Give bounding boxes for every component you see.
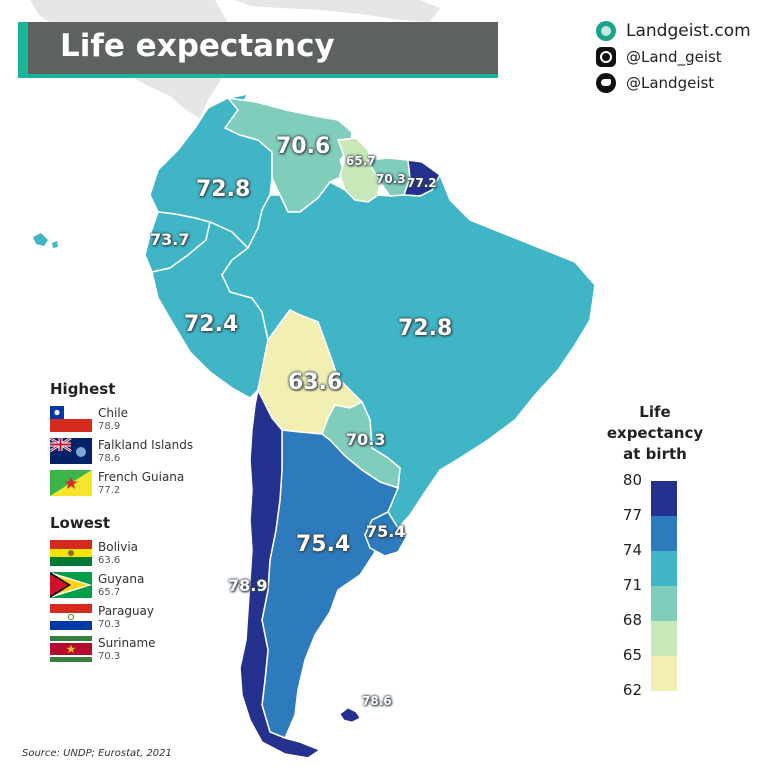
legend-swatch — [651, 481, 677, 516]
entry-value: 70.3 — [98, 619, 121, 630]
chile-flag-icon — [50, 406, 92, 432]
country-falklands — [339, 707, 361, 723]
twitter-icon — [596, 73, 616, 93]
legend-tick: 74 — [622, 541, 642, 559]
legend-swatch — [651, 516, 677, 551]
entry-name: Suriname — [98, 636, 156, 650]
entry-name: Falkland Islands — [98, 438, 194, 452]
legend-swatch — [651, 586, 677, 621]
entry-name: French Guiana — [98, 470, 185, 484]
legend-color-scale — [651, 481, 677, 691]
title-box: Life expectancy — [28, 22, 498, 78]
legend-tick: 80 — [622, 471, 642, 489]
entry-value: 65.7 — [98, 587, 121, 598]
entry-value: 70.3 — [98, 651, 121, 662]
entry-value: 63.6 — [98, 555, 121, 566]
highest-heading: Highest — [50, 380, 116, 398]
brand-instagram-row[interactable]: @Land_geist — [596, 44, 774, 70]
entry-name: Bolivia — [98, 540, 139, 554]
brand-block: Landgeist.com @Land_geist @Landgeist — [596, 18, 774, 96]
label-guyana: 65.7 — [346, 154, 376, 168]
label-falklands: 78.6 — [362, 694, 392, 708]
label-bolivia: 63.6 — [288, 370, 343, 395]
guyana-flag-icon — [50, 572, 92, 598]
instagram-icon — [596, 47, 616, 67]
legend-swatch — [651, 656, 677, 691]
label-argentina: 75.4 — [296, 532, 351, 557]
brand-instagram[interactable]: @Land_geist — [626, 48, 722, 66]
list-item: Bolivia 63.6 — [50, 538, 210, 570]
label-venezuela: 70.6 — [276, 134, 331, 159]
label-suriname: 70.3 — [376, 172, 406, 186]
list-item: Falkland Islands 78.6 — [50, 436, 210, 468]
entry-value: 78.9 — [98, 421, 121, 432]
paraguay-flag-icon — [50, 604, 92, 630]
page-title: Life expectancy — [60, 28, 335, 64]
label-peru: 72.4 — [184, 312, 239, 337]
label-french-guiana: 77.2 — [407, 176, 437, 190]
entry-name: Guyana — [98, 572, 145, 586]
label-colombia: 72.8 — [196, 177, 251, 202]
brand-twitter-row[interactable]: @Landgeist — [596, 70, 774, 96]
label-ecuador: 73.7 — [150, 230, 190, 249]
caribbean-islands — [235, 0, 440, 22]
lowest-heading: Lowest — [50, 514, 110, 532]
brand-site[interactable]: Landgeist.com — [626, 21, 751, 41]
legend-tick: 68 — [622, 611, 642, 629]
suriname-flag-icon — [50, 636, 92, 662]
label-paraguay: 70.3 — [346, 430, 386, 449]
title-accent-bar — [18, 22, 28, 78]
list-item: French Guiana 77.2 — [50, 468, 210, 500]
legend-tick: 62 — [622, 681, 642, 699]
legend-tick: 71 — [622, 576, 642, 594]
brand-twitter[interactable]: @Landgeist — [626, 74, 715, 92]
list-item: Paraguay 70.3 — [50, 602, 210, 634]
bolivia-flag-icon — [50, 540, 92, 566]
entry-name: Chile — [98, 406, 129, 420]
falklands-flag-icon — [50, 438, 92, 464]
lowest-panel: Lowest Bolivia 63.6 Guyana 65.7 Paraguay… — [50, 514, 210, 666]
label-uruguay: 75.4 — [366, 522, 406, 541]
entry-value: 78.6 — [98, 453, 121, 464]
list-item: Guyana 65.7 — [50, 570, 210, 602]
legend-title: Life expectancy at birth — [596, 402, 714, 465]
country-uruguay — [364, 511, 407, 557]
brand-site-row[interactable]: Landgeist.com — [596, 18, 774, 44]
entry-value: 77.2 — [98, 485, 121, 496]
highest-panel: Highest Chile 78.9 Falkland Islands 78.6… — [50, 380, 210, 500]
legend-tick: 65 — [622, 646, 642, 664]
legend-title-line: at birth — [623, 445, 687, 463]
galapagos-islands — [33, 233, 58, 248]
french-guiana-flag-icon — [50, 470, 92, 496]
legend-swatch — [651, 551, 677, 586]
title-banner: Life expectancy — [18, 22, 498, 78]
list-item: Suriname 70.3 — [50, 634, 210, 666]
source-note: Source: UNDP; Eurostat, 2021 — [22, 748, 172, 759]
legend-swatch — [651, 621, 677, 656]
globe-icon — [596, 21, 616, 41]
legend-title-line: expectancy — [606, 424, 704, 442]
country-chile — [239, 387, 322, 759]
label-brazil: 72.8 — [398, 316, 453, 341]
legend-title-line: Life — [639, 403, 671, 421]
label-chile: 78.9 — [228, 576, 268, 595]
legend-tick: 77 — [622, 506, 642, 524]
entry-name: Paraguay — [98, 604, 155, 618]
list-item: Chile 78.9 — [50, 404, 210, 436]
